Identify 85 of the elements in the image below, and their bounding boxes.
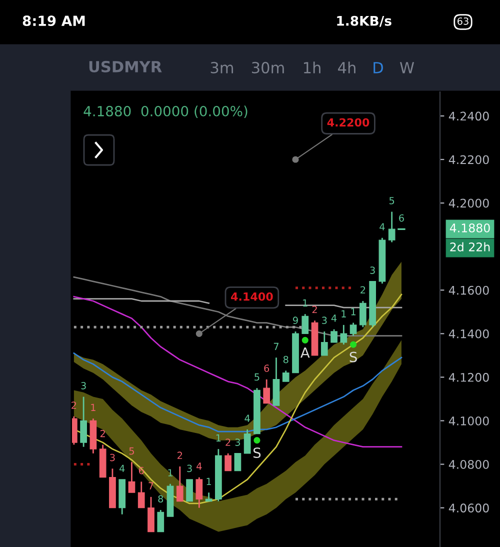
point [350,341,357,348]
candlestick [224,452,232,472]
text: 8 [283,356,288,364]
data-label: S [253,448,261,458]
text: 4 [380,223,385,230]
chart-title: USDMYR [89,60,162,72]
text: 2 [312,306,317,314]
text: 3 [110,454,115,462]
y-tick-label: 4.0800 [448,460,489,469]
y-tick-label: 4.1600 [448,286,489,295]
candlestick [186,479,193,502]
candlestick [360,300,366,328]
text: W [400,62,414,74]
candlestick [282,370,290,382]
text: 2d 22h [450,242,490,252]
text: 5 [389,197,394,204]
text: 8:19 AM [22,16,85,26]
text: 1.8KB/s [337,16,392,27]
candlestick [157,509,164,532]
text: 7 [274,342,278,350]
candlestick [330,328,338,344]
candlestick [244,428,251,454]
text: 7 [148,482,154,490]
point [196,330,202,337]
text: 4h [338,62,356,74]
text: 6 [399,214,404,222]
candlestick [80,396,87,448]
text: 4.1880 0.0000 (0.00%) [84,106,248,118]
text: 4 [119,464,125,472]
candlestick [234,453,242,472]
text: 1 [342,310,346,318]
text: 3 [322,316,327,324]
text: 1 [351,308,356,316]
text: 3 [370,266,375,274]
text: 4 [331,314,337,322]
text: 30m [252,62,284,74]
y-tick-label: 4.1400 [448,329,489,338]
text: 6 [264,364,270,372]
data-label: 4.1400 [231,292,273,301]
point [292,156,299,163]
candlestick [302,313,309,334]
candlestick [138,480,145,509]
text: 1 [91,404,96,411]
text: 3 [81,382,86,390]
text: 2 [100,430,105,438]
candlestick [350,322,357,337]
data-label: S [350,352,357,362]
y-tick-label: 4.1200 [448,372,489,382]
text: 63 [457,17,468,25]
text: 4.1880 [450,223,490,232]
y-tick-label: 4.2400 [448,112,489,121]
text: 1h [304,62,320,74]
candlestick [388,211,396,243]
data-label: 4.2200 [327,118,370,127]
text: 8 [158,495,164,503]
text: 9 [293,316,298,324]
text: 1 [216,434,221,442]
text: 1 [168,469,172,476]
candlestick [176,466,184,502]
data-label: A [300,348,310,358]
candlestick [148,496,154,532]
text: 3 [235,438,240,446]
text: 5 [254,373,260,381]
candlestick [340,324,348,346]
candlestick [128,461,136,494]
text: 2 [226,438,230,446]
text: 1 [206,478,211,485]
candlestick [320,330,328,356]
text: 2 [72,402,76,409]
text: 5 [129,447,134,455]
text: 2 [178,452,182,459]
candlestick [196,476,203,509]
text: D [374,62,383,74]
text: 4 [244,414,250,422]
candlestick [263,378,270,404]
text: 4 [196,462,202,470]
y-tick-label: 4.1000 [448,416,489,426]
text: 3 [187,464,192,472]
y-tick-label: 4.2000 [448,198,489,208]
y-tick-label: 4.2200 [448,155,489,164]
text: 2 [360,286,366,294]
point [302,336,308,344]
point [254,437,260,444]
y-tick-label: 4.0600 [448,504,489,512]
text: 3m [210,62,234,74]
